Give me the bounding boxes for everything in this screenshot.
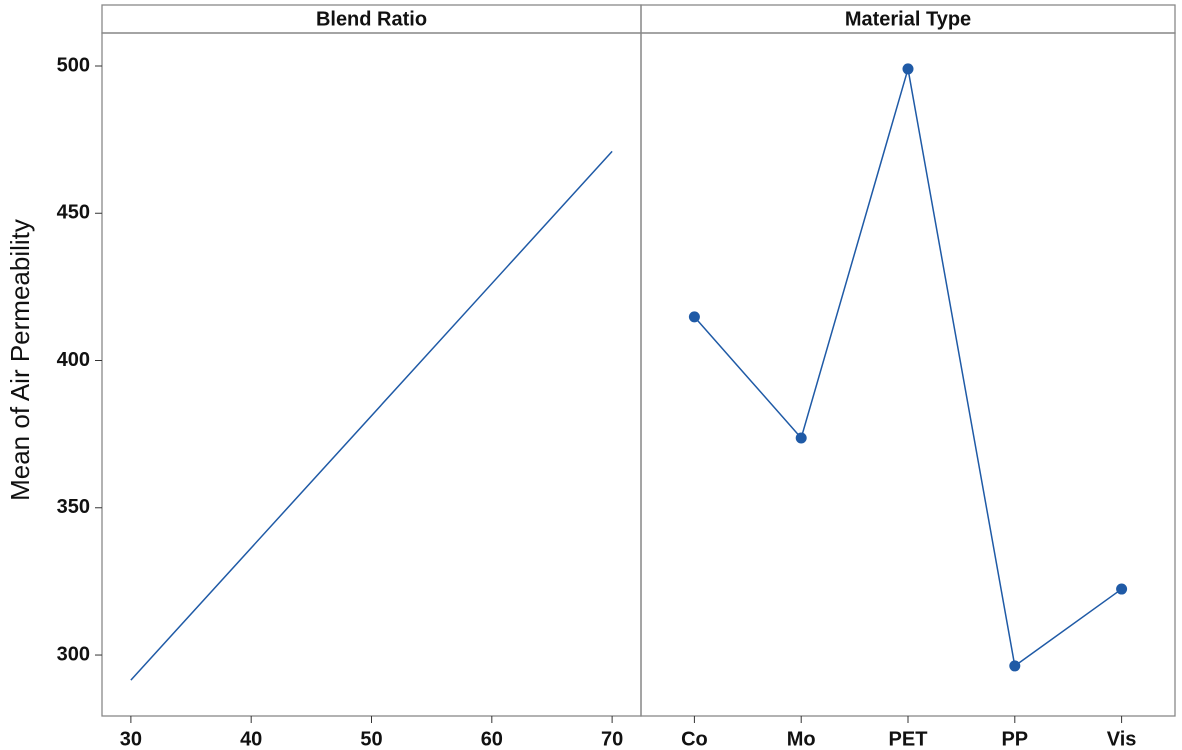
point — [902, 63, 914, 75]
x-tick-label: Vis — [1107, 728, 1137, 750]
y-tick-label: 500 — [57, 54, 90, 76]
x-tick-label: Mo — [787, 728, 816, 750]
y-axis-title: Mean of Air Permeability — [5, 219, 35, 501]
panel-frame — [640, 32, 1176, 717]
x-tick-label: PP — [1001, 728, 1028, 750]
panel-title: Material Type — [845, 8, 971, 30]
x-tick-label: Co — [681, 728, 708, 750]
x-tick-label: 60 — [481, 728, 503, 750]
point — [1009, 660, 1021, 672]
panel-frame — [101, 32, 642, 717]
x-tick-label: 70 — [601, 728, 623, 750]
y-tick-label: 300 — [57, 643, 90, 665]
panel-title: Blend Ratio — [316, 8, 427, 30]
x-tick-label: 30 — [120, 728, 142, 750]
panel-header — [640, 4, 1176, 34]
y-tick-label: 350 — [57, 496, 90, 518]
line — [693, 68, 1123, 668]
point — [688, 311, 700, 323]
point — [1116, 583, 1128, 595]
y-tick-label: 450 — [57, 202, 90, 224]
x-tick-label: PET — [889, 728, 928, 750]
line — [130, 150, 613, 681]
x-tick-label: 50 — [360, 728, 382, 750]
point — [795, 432, 807, 444]
x-tick-label: 40 — [240, 728, 262, 750]
y-tick-label: 400 — [57, 349, 90, 371]
